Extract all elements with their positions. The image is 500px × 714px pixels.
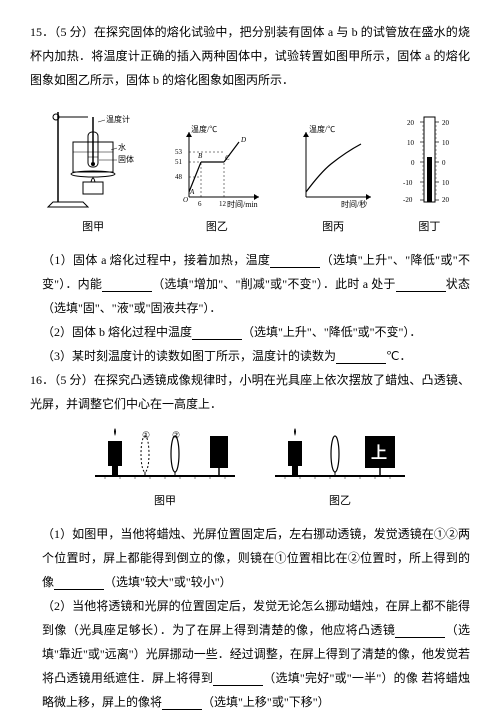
- svg-text:51: 51: [175, 158, 183, 166]
- blank-fill[interactable]: [102, 278, 152, 292]
- blank-fill[interactable]: [54, 576, 104, 590]
- q16-sub1-hint: （选填"较大"或"较小"）: [104, 575, 232, 589]
- svg-text:C: C: [225, 154, 230, 162]
- svg-text:20: 20: [442, 119, 450, 127]
- svg-text:O: O: [183, 196, 188, 204]
- figure-bing-label: 图丙: [322, 216, 344, 238]
- label-water: 水: [118, 142, 126, 152]
- q15-sub3-suffix: ℃．: [386, 349, 411, 363]
- q15-sub1-h2: （选填"增加"、"削减"或"不变"）．此时 a 处于: [152, 277, 396, 291]
- figure-yi-label: 图乙: [206, 216, 228, 238]
- q15-sub3-prefix: （3）某时刻温度计的读数如图丁所示，温度计的读数为: [42, 349, 336, 363]
- figure-yi-2: 上 图乙: [270, 426, 410, 512]
- q15-figures: 温度计 水 固体 图甲 温度/℃ 时间/min A: [30, 102, 470, 238]
- svg-text:时间/秒: 时间/秒: [341, 199, 367, 209]
- svg-text:0: 0: [411, 159, 415, 167]
- svg-text:①: ①: [142, 430, 150, 440]
- svg-text:A: A: [189, 188, 195, 196]
- svg-text:10: 10: [442, 139, 450, 147]
- q15-number: 15．: [30, 25, 54, 39]
- figure-jia: 温度计 水 固体 图甲: [43, 102, 143, 238]
- blank-fill[interactable]: [270, 254, 320, 268]
- blank-fill[interactable]: [396, 278, 446, 292]
- svg-text:20: 20: [407, 119, 415, 127]
- svg-text:10: 10: [407, 139, 415, 147]
- svg-text:B: B: [198, 152, 203, 160]
- svg-text:②: ②: [172, 430, 180, 440]
- q15-sub2-hint: （选填"上升"、"降低"或"不变"）．: [242, 325, 421, 339]
- q15-stem: 15．（5 分）在探究固体的熔化试验中，把分别装有固体 a 与 b 的试管放在盛…: [30, 20, 470, 92]
- svg-text:10: 10: [442, 179, 450, 187]
- figure-ding-label: 图丁: [418, 216, 440, 238]
- blank-fill[interactable]: [213, 672, 263, 686]
- q16-sub2-hc: （选填"上移"或"下移"）: [202, 695, 330, 709]
- q16-number: 16．: [30, 373, 54, 387]
- q15-sub3: （3）某时刻温度计的读数如图丁所示，温度计的读数为 ℃．: [42, 344, 470, 368]
- q15-sub1-prefix: （1）固体 a 熔化过程中，接着加热，温度: [42, 253, 270, 267]
- q16-figures: ① ② 图甲: [30, 426, 470, 512]
- q16-sub2: （2）当他将透镜和光屏的位置固定后，发觉无论怎么挪动蜡烛，在屏上都不能得到像（光…: [42, 594, 470, 714]
- figure-yi: 温度/℃ 时间/min A B C D O 48 51 53 6 12 图乙: [169, 122, 264, 238]
- svg-text:温度/℃: 温度/℃: [309, 124, 335, 134]
- q15-sub1: （1）固体 a 熔化过程中，接着加热，温度（选填"上升"、"降低"或"不变"）．…: [42, 248, 470, 320]
- figure-jia2-label: 图甲: [154, 490, 176, 512]
- q15-sub2: （2）固体 b 熔化过程中温度 （选填"上升"、"降低"或"不变"）．: [42, 320, 470, 344]
- svg-text:6: 6: [198, 200, 202, 208]
- svg-text:20: 20: [442, 196, 450, 204]
- q15-points: （5 分）: [54, 25, 94, 39]
- svg-text:D: D: [240, 136, 246, 144]
- q16-stem: 16．（5 分）在探究凸透镜成像规律时，小明在光具座上依次摆放了蜡烛、凸透镜、光…: [30, 368, 470, 416]
- figure-ding: 20 20 10 10 0 0 -10 10 -20 20 图丁: [402, 112, 457, 238]
- q16-sub1: （1）如图甲，当他将蜡烛、光屏位置固定后，左右挪动透镜，发觉透镜在①②两个位置时…: [42, 522, 470, 594]
- svg-text:48: 48: [175, 173, 183, 181]
- figure-bing: 温度/℃ 时间/秒 图丙: [291, 122, 376, 238]
- q16-points: （5 分）: [54, 373, 94, 387]
- svg-text:53: 53: [175, 148, 183, 156]
- figure-jia-2: ① ② 图甲: [90, 426, 240, 512]
- q15-stem-text: 在探究固体的熔化试验中，把分别装有固体 a 与 b 的试管放在盛水的烧杯内加热．…: [30, 25, 470, 87]
- svg-text:温度/℃: 温度/℃: [191, 124, 217, 134]
- q15-sub2-prefix: （2）固体 b 熔化过程中温度: [42, 325, 192, 339]
- label-thermometer: 温度计: [106, 114, 130, 124]
- q16-stem-text: 在探究凸透镜成像规律时，小明在光具座上依次摆放了蜡烛、凸透镜、光屏，并调整它们中…: [30, 373, 470, 411]
- svg-text:12: 12: [219, 200, 227, 208]
- svg-text:上: 上: [371, 444, 387, 462]
- blank-fill[interactable]: [336, 350, 386, 364]
- svg-text:0: 0: [442, 159, 446, 167]
- svg-text:时间/min: 时间/min: [227, 199, 258, 209]
- label-solid: 固体: [118, 154, 134, 164]
- svg-text:-10: -10: [403, 179, 413, 187]
- figure-yi2-label: 图乙: [329, 490, 351, 512]
- blank-fill[interactable]: [162, 696, 202, 710]
- blank-fill[interactable]: [192, 326, 242, 340]
- svg-text:-20: -20: [403, 196, 413, 204]
- blank-fill[interactable]: [395, 624, 445, 638]
- figure-jia-label: 图甲: [82, 216, 104, 238]
